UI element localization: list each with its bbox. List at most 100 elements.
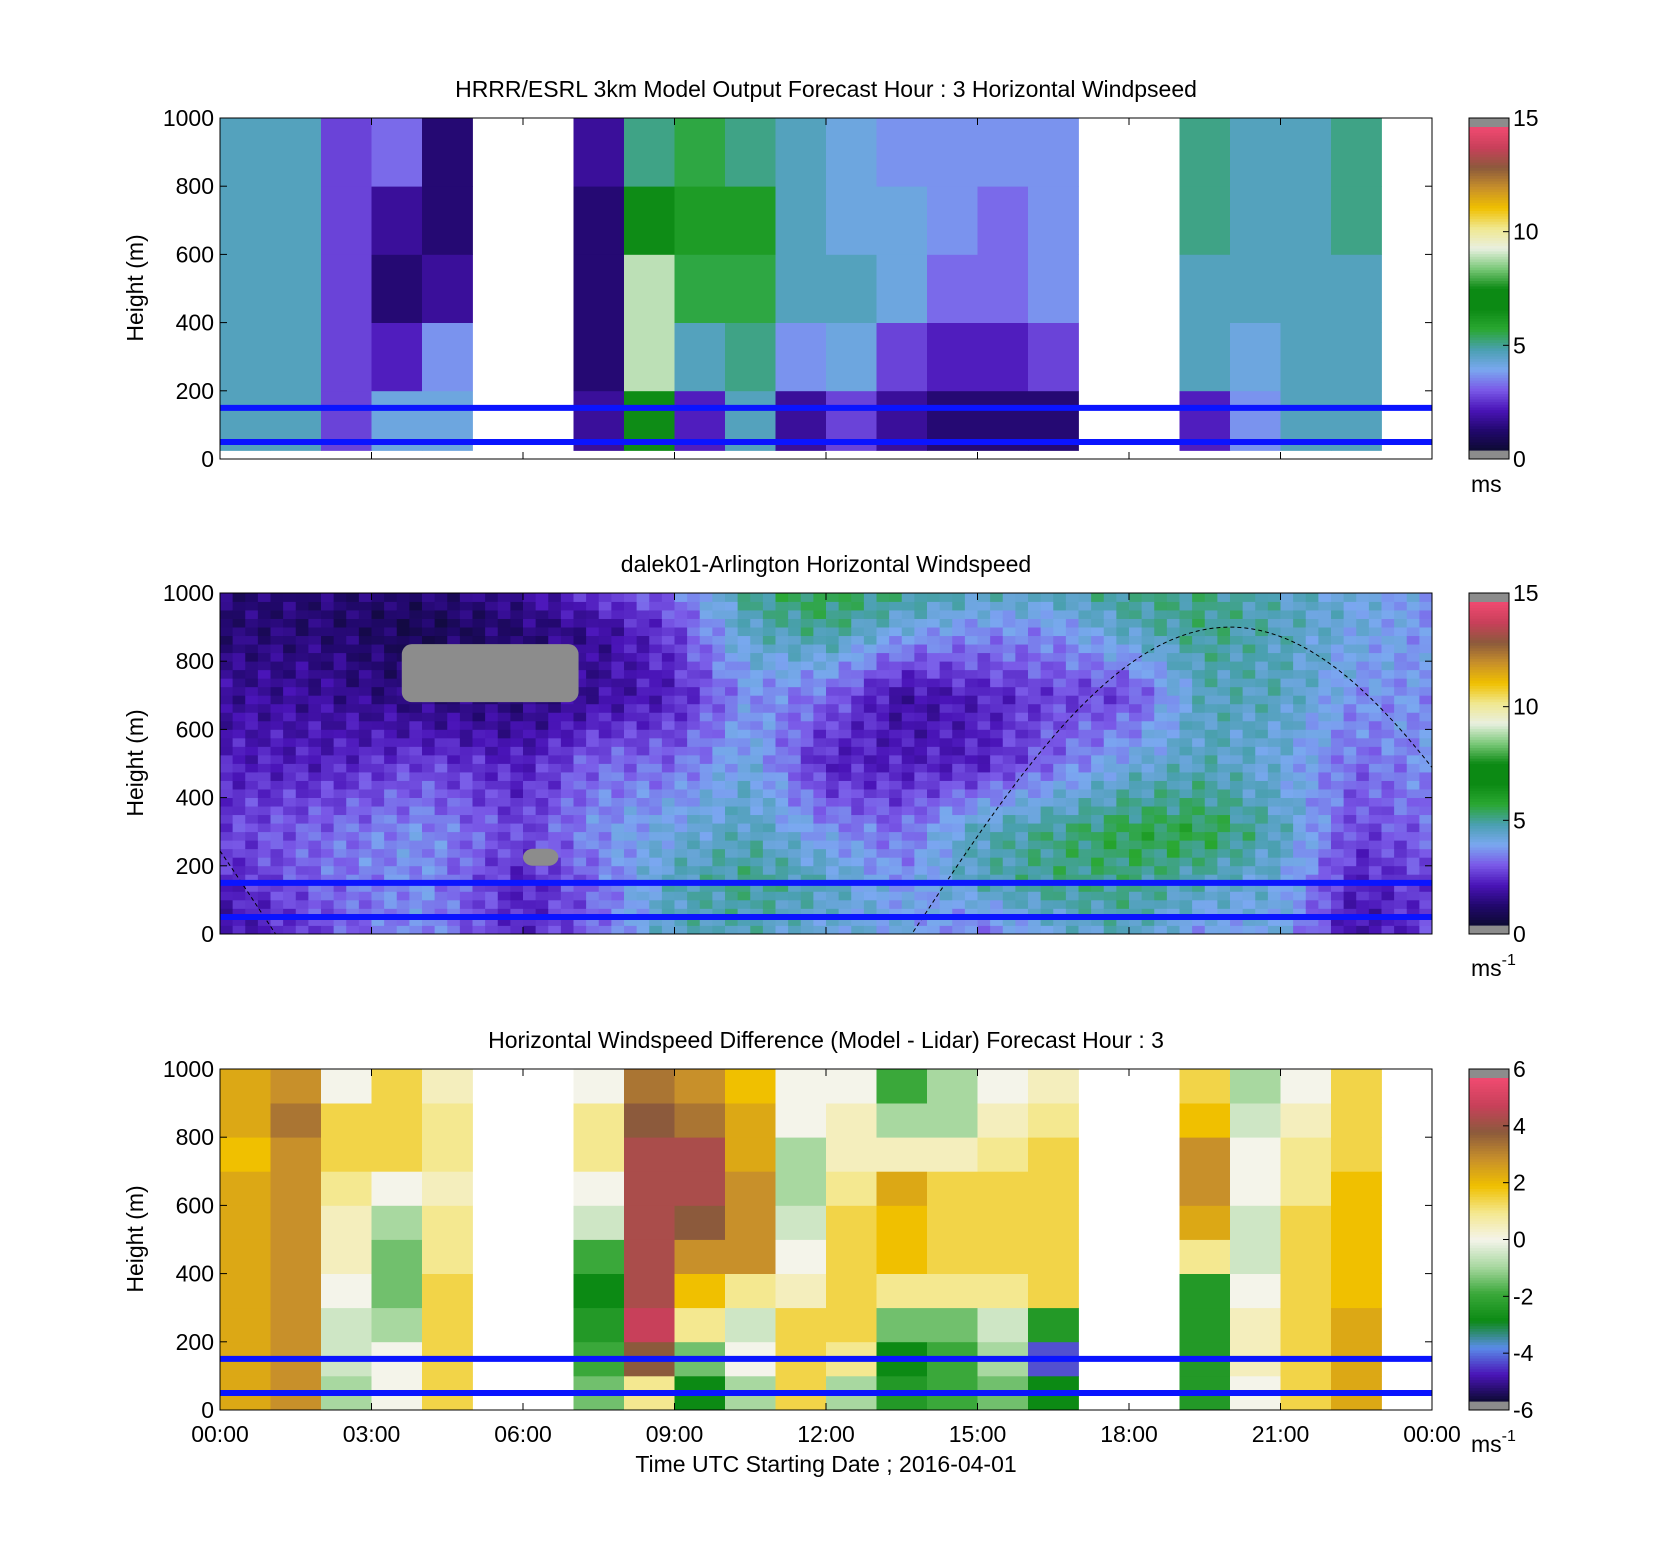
heatmap-cell — [826, 627, 840, 637]
heatmap-cell — [914, 627, 928, 637]
colorbar-unit-exponent: -1 — [1502, 952, 1516, 969]
heatmap-cell — [863, 678, 877, 688]
heatmap-cell — [321, 712, 335, 722]
heatmap-cell — [699, 823, 713, 833]
heatmap-cell — [725, 661, 739, 671]
colorbar-swatch — [1469, 1239, 1509, 1243]
heatmap-cell — [750, 644, 764, 654]
heatmap-cell — [889, 593, 903, 602]
heatmap-cell — [586, 695, 600, 705]
heatmap-cell — [573, 720, 587, 730]
heatmap-cell — [1040, 797, 1054, 807]
heatmap-cell — [586, 652, 600, 662]
heatmap-cell — [1053, 874, 1067, 884]
heatmap-cell — [775, 899, 789, 909]
heatmap-cell — [1065, 840, 1079, 850]
heatmap-cell — [813, 789, 827, 798]
heatmap-cell — [851, 763, 865, 773]
heatmap-cell — [459, 916, 473, 926]
heatmap-cell — [800, 772, 814, 781]
heatmap-cell — [560, 772, 574, 781]
heatmap-cell — [1343, 772, 1357, 781]
heatmap-cell — [649, 848, 663, 858]
heatmap-cell — [1166, 831, 1180, 841]
heatmap-cell — [800, 797, 814, 807]
colorbar-swatch — [1469, 1234, 1509, 1238]
heatmap-cell — [396, 908, 410, 918]
heatmap-cell — [220, 322, 271, 392]
heatmap-cell — [1091, 780, 1105, 790]
colorbar-swatch — [1469, 903, 1509, 907]
colorbar-swatch — [1469, 420, 1509, 424]
heatmap-cell — [1255, 857, 1269, 867]
heatmap-cell — [283, 763, 297, 773]
heatmap-cell — [1305, 754, 1319, 764]
heatmap-cell — [459, 754, 473, 764]
heatmap-cell — [775, 627, 789, 637]
heatmap-cell — [687, 840, 701, 850]
heatmap-cell — [422, 899, 436, 909]
heatmap-cell — [889, 772, 903, 781]
heatmap-cell — [295, 737, 309, 747]
heatmap-cell — [977, 737, 991, 747]
heatmap-cell — [321, 789, 335, 798]
heatmap-cell — [1230, 118, 1281, 187]
heatmap-cell — [598, 831, 612, 841]
heatmap-cell — [598, 899, 612, 909]
heatmap-cell — [447, 737, 461, 747]
heatmap-cell — [1318, 823, 1332, 833]
heatmap-cell — [775, 772, 789, 781]
heatmap-cell — [1242, 763, 1256, 773]
heatmap-cell — [914, 712, 928, 722]
heatmap-cell — [535, 746, 549, 756]
heatmap-cell — [434, 703, 448, 713]
heatmap-cell — [990, 899, 1004, 909]
heatmap-cell — [964, 797, 978, 807]
heatmap-cell — [762, 772, 776, 781]
heatmap-cell — [1065, 908, 1079, 918]
heatmap-cell — [1331, 703, 1345, 713]
heatmap-cell — [927, 1307, 978, 1343]
heatmap-cell — [447, 831, 461, 841]
heatmap-cell — [889, 644, 903, 654]
heatmap-cell — [270, 823, 284, 833]
heatmap-cell — [283, 610, 297, 619]
heatmap-cell — [1116, 857, 1130, 867]
heatmap-cell — [674, 857, 688, 867]
heatmap-cell — [1166, 865, 1180, 875]
heatmap-cell — [1166, 806, 1180, 816]
colorbar-swatch — [1469, 207, 1509, 212]
colorbar-swatch — [1469, 178, 1509, 182]
heatmap-cell — [687, 814, 701, 824]
heatmap-cell — [523, 601, 537, 611]
colorbar-swatch — [1469, 143, 1509, 147]
heatmap-cell — [1166, 840, 1180, 850]
heatmap-cell — [775, 1171, 827, 1206]
heatmap-cell — [384, 916, 398, 926]
heatmap-cell — [1267, 891, 1281, 901]
heatmap-cell — [422, 186, 473, 255]
heatmap-cell — [851, 908, 865, 918]
heatmap-cell — [1103, 916, 1117, 926]
heatmap-cell — [434, 916, 448, 926]
heatmap-cell — [497, 712, 511, 722]
heatmap-cell — [649, 874, 663, 884]
heatmap-cell — [687, 806, 701, 816]
heatmap-cell — [523, 814, 537, 824]
heatmap-cell — [245, 763, 259, 773]
heatmap-cell — [358, 661, 372, 671]
heatmap-cell — [1255, 610, 1269, 619]
heatmap-cell — [1343, 823, 1357, 833]
heatmap-cell — [1255, 831, 1269, 841]
heatmap-cell — [1242, 601, 1256, 611]
heatmap-cell — [497, 772, 511, 781]
heatmap-cell — [1192, 593, 1206, 602]
colorbar-tick-label: 5 — [1513, 332, 1526, 358]
heatmap-cell — [523, 610, 537, 619]
heatmap-cell — [1368, 644, 1382, 654]
heatmap-cell — [674, 1205, 726, 1240]
heatmap-cell — [1154, 857, 1168, 867]
heatmap-cell — [257, 729, 271, 739]
heatmap-cell — [1356, 635, 1370, 645]
heatmap-cell — [952, 712, 966, 722]
